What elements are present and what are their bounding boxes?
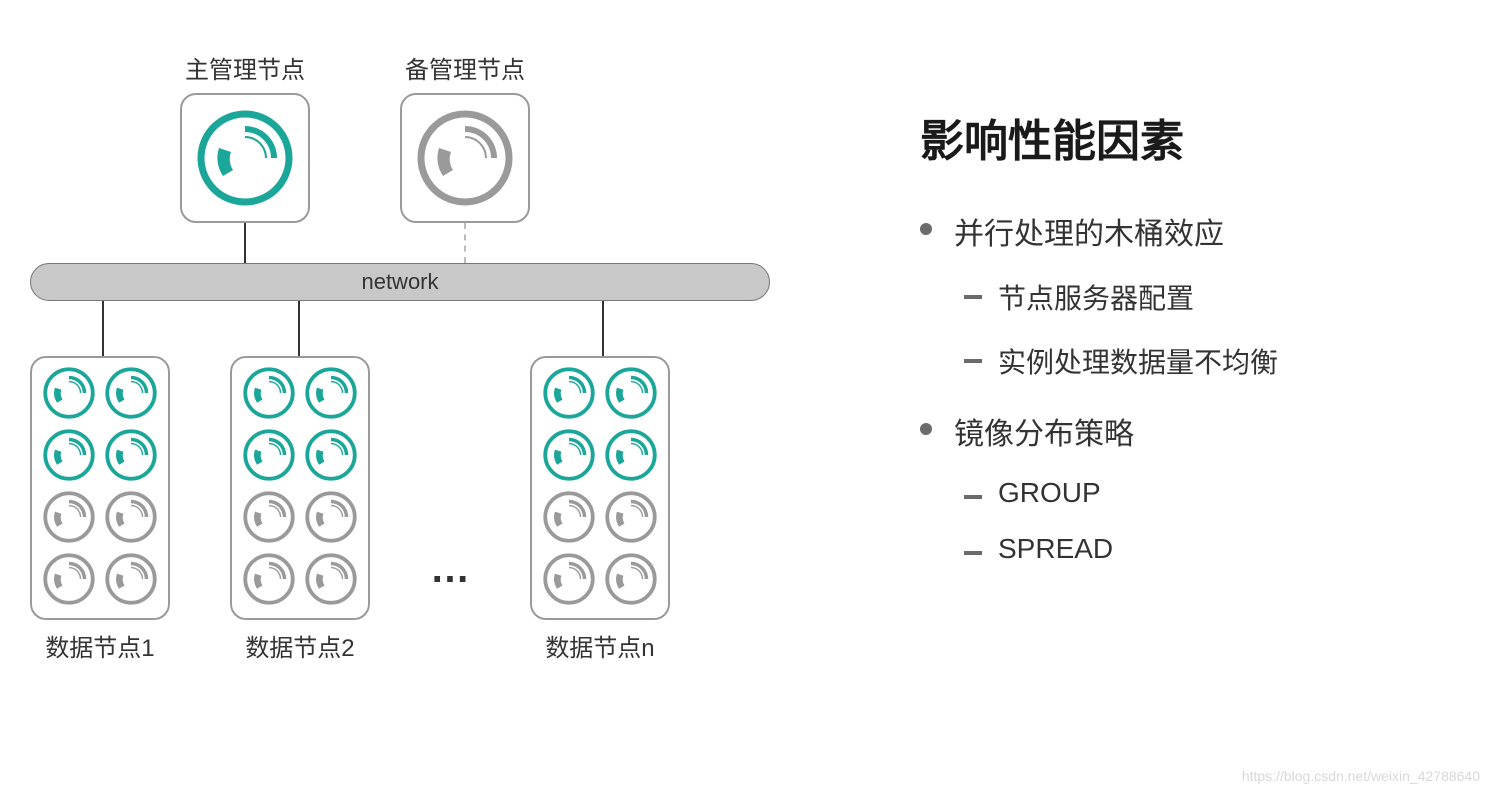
segment-cell	[540, 490, 598, 548]
segment-icon	[604, 428, 658, 482]
segment-cell	[40, 428, 98, 486]
segment-icon	[542, 428, 596, 482]
segment-cell	[302, 490, 360, 548]
standby-box	[400, 93, 530, 223]
bullet-2: 镜像分布策略 GROUP SPREAD	[920, 409, 1460, 565]
master-label: 主管理节点	[180, 50, 310, 85]
sub-2-1: GROUP	[954, 477, 1460, 509]
segment-icon	[42, 552, 96, 606]
data-node-1-label: 数据节点1	[30, 628, 170, 663]
segment-icon	[104, 552, 158, 606]
bullet-1-label: 并行处理的木桶效应	[954, 218, 1224, 251]
segment-cell	[602, 552, 660, 610]
segment-icon	[304, 366, 358, 420]
segment-icon	[304, 490, 358, 544]
segment-icon	[604, 490, 658, 544]
segment-cell	[540, 552, 598, 610]
heading: 影响性能因素	[920, 105, 1460, 169]
master-node: 主管理节点	[180, 50, 310, 223]
greenplum-icon-gray	[415, 108, 515, 208]
segment-cell	[302, 428, 360, 486]
segment-icon	[304, 552, 358, 606]
segment-icon	[104, 490, 158, 544]
master-box	[180, 93, 310, 223]
segment-cell	[40, 366, 98, 424]
data-node-n: 数据节点n	[530, 356, 670, 663]
segment-cell	[240, 366, 298, 424]
segment-icon	[242, 490, 296, 544]
sub-list-1: 节点服务器配置 实例处理数据量不均衡	[954, 277, 1460, 381]
data-node-2: 数据节点2	[230, 356, 370, 663]
segment-icon	[242, 366, 296, 420]
segment-icon	[42, 428, 96, 482]
network-label: network	[361, 269, 438, 295]
greenplum-icon	[195, 108, 295, 208]
bottom-connectors	[30, 301, 770, 356]
segment-cell	[602, 490, 660, 548]
segment-icon	[542, 490, 596, 544]
segment-icon	[242, 428, 296, 482]
bullet-2-label: 镜像分布策略	[954, 418, 1134, 451]
segment-cell	[240, 490, 298, 548]
ellipsis: …	[430, 547, 470, 592]
segment-cell	[40, 490, 98, 548]
standby-label: 备管理节点	[400, 50, 530, 85]
standby-node: 备管理节点	[400, 50, 530, 223]
main-list: 并行处理的木桶效应 节点服务器配置 实例处理数据量不均衡 镜像分布策略 GROU…	[920, 209, 1460, 565]
data-node-n-label: 数据节点n	[530, 628, 670, 663]
watermark: https://blog.csdn.net/weixin_42788640	[1242, 768, 1480, 784]
segment-icon	[304, 428, 358, 482]
segment-cell	[302, 366, 360, 424]
segment-cell	[602, 366, 660, 424]
segment-icon	[542, 552, 596, 606]
segment-icon	[242, 552, 296, 606]
segment-icon	[604, 366, 658, 420]
sub-list-2: GROUP SPREAD	[954, 477, 1460, 565]
data-node-2-label: 数据节点2	[230, 628, 370, 663]
segment-cell	[302, 552, 360, 610]
text-content: 影响性能因素 并行处理的木桶效应 节点服务器配置 实例处理数据量不均衡 镜像分布…	[920, 105, 1460, 593]
segment-cell	[102, 366, 160, 424]
network-bar: network	[30, 263, 770, 301]
segment-cell	[102, 552, 160, 610]
top-connectors	[30, 223, 770, 263]
segment-icon	[42, 366, 96, 420]
data-nodes-row: 数据节点1	[30, 356, 770, 663]
segment-icon	[104, 366, 158, 420]
data-node-1: 数据节点1	[30, 356, 170, 663]
sub-1-2: 实例处理数据量不均衡	[954, 341, 1460, 381]
segment-cell	[102, 428, 160, 486]
bullet-1: 并行处理的木桶效应 节点服务器配置 实例处理数据量不均衡	[920, 209, 1460, 381]
segment-icon	[104, 428, 158, 482]
segment-icon	[42, 490, 96, 544]
segment-icon	[542, 366, 596, 420]
segment-cell	[240, 428, 298, 486]
segment-cell	[540, 428, 598, 486]
segment-cell	[102, 490, 160, 548]
segment-cell	[540, 366, 598, 424]
segment-cell	[602, 428, 660, 486]
segment-icon	[604, 552, 658, 606]
segment-cell	[240, 552, 298, 610]
sub-1-1: 节点服务器配置	[954, 277, 1460, 317]
segment-cell	[40, 552, 98, 610]
sub-2-2: SPREAD	[954, 533, 1460, 565]
architecture-diagram: 主管理节点 备管理节点	[30, 50, 770, 663]
